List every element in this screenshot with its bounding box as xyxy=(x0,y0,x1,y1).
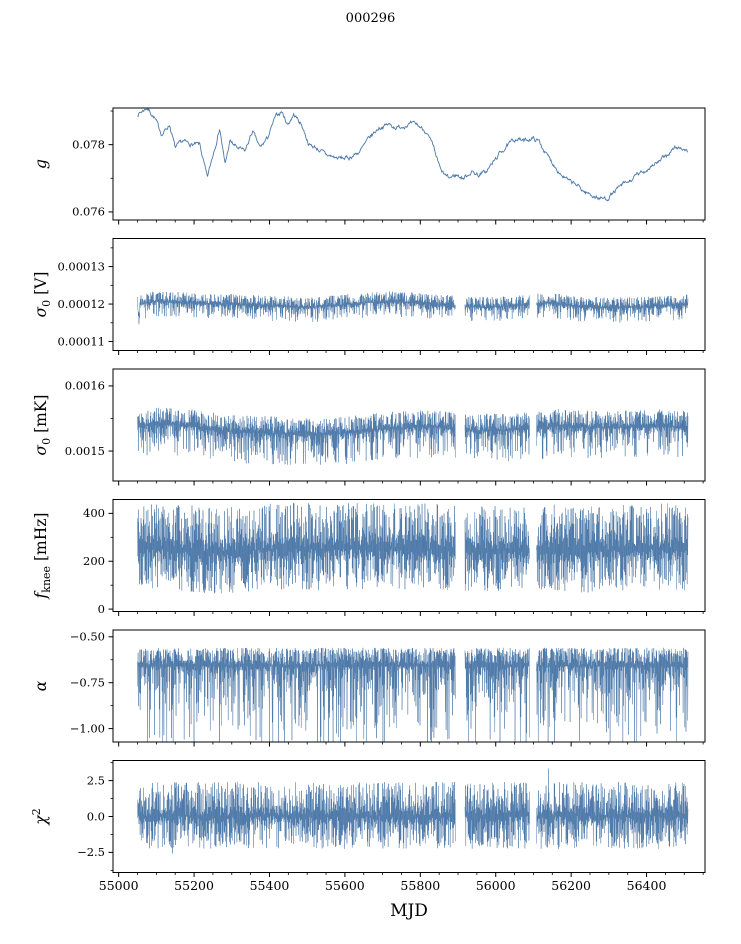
panel-f-knee: 400 200 0 fknee [mHz] xyxy=(32,499,706,616)
y-tick-label: 0.00013 xyxy=(57,259,105,273)
y-tick-label: 0.0015 xyxy=(65,444,105,458)
series-sigma0-V xyxy=(137,291,689,325)
series-f-knee xyxy=(137,503,689,594)
y-tick-label: 0.076 xyxy=(72,205,105,219)
y-tick-label: 200 xyxy=(83,554,105,568)
y-tick-label: −2.5 xyxy=(77,845,105,859)
y-tick-label: −1.00 xyxy=(70,721,105,735)
x-tick-label: 56200 xyxy=(551,878,591,893)
panel-g: 0.078 0.076 g xyxy=(32,107,706,225)
y-tick-label: 0.00012 xyxy=(57,297,105,311)
y-axis-label-chi2: χ2 xyxy=(30,808,50,825)
panel-sigma0-mK: 0.0016 0.0015 σ0 [mK] xyxy=(32,368,706,486)
series-sigma0-mK xyxy=(137,407,689,465)
y-tick-label: 400 xyxy=(83,506,105,520)
y-tick-label: 0 xyxy=(98,602,105,616)
y-tick-label: 2.5 xyxy=(87,773,105,787)
x-tick-label: 55200 xyxy=(174,878,214,893)
chart-title: 000296 xyxy=(345,11,396,26)
y-axis-label-alpha: α xyxy=(32,680,50,691)
panel-chi2: 2.5 0.0 −2.5 55000 55200 55400 55600 55800 56000… xyxy=(30,760,706,893)
x-tick-label: 55400 xyxy=(250,878,290,893)
axes-box xyxy=(112,368,706,482)
y-tick-label: −0.75 xyxy=(70,675,105,689)
y-axis-label-sigma0-V: σ0 [V] xyxy=(32,272,53,318)
y-axis-label-sigma0-mK: σ0 [mK] xyxy=(32,395,53,456)
axes-box xyxy=(112,238,706,351)
x-axis-label: MJD xyxy=(390,901,428,921)
series-alpha xyxy=(137,647,689,742)
x-tick-label: 55000 xyxy=(99,878,139,893)
axes-box xyxy=(112,499,706,612)
x-tick-label: 56000 xyxy=(476,878,516,893)
panel-alpha: −0.50 −0.75 −1.00 α xyxy=(32,629,706,747)
y-tick-label: 0.00011 xyxy=(57,334,105,348)
y-tick-label: 0.0 xyxy=(87,809,105,823)
x-tick-label: 56400 xyxy=(627,878,667,893)
panel-sigma0-V: 0.00013 0.00012 0.00011 σ0 [V] xyxy=(32,238,706,355)
y-tick-label: 0.078 xyxy=(72,137,105,151)
series-chi2 xyxy=(137,768,689,854)
axes-box xyxy=(112,629,706,743)
y-tick-label: −0.50 xyxy=(70,630,105,644)
y-tick-label: 0.0016 xyxy=(65,379,105,393)
y-axis-label-g: g xyxy=(32,159,50,169)
series-g xyxy=(137,107,689,202)
x-tick-label: 55800 xyxy=(400,878,440,893)
axes-box xyxy=(112,107,706,221)
y-axis-label-f-knee: fknee [mHz] xyxy=(32,513,53,600)
x-tick-label: 55600 xyxy=(325,878,365,893)
